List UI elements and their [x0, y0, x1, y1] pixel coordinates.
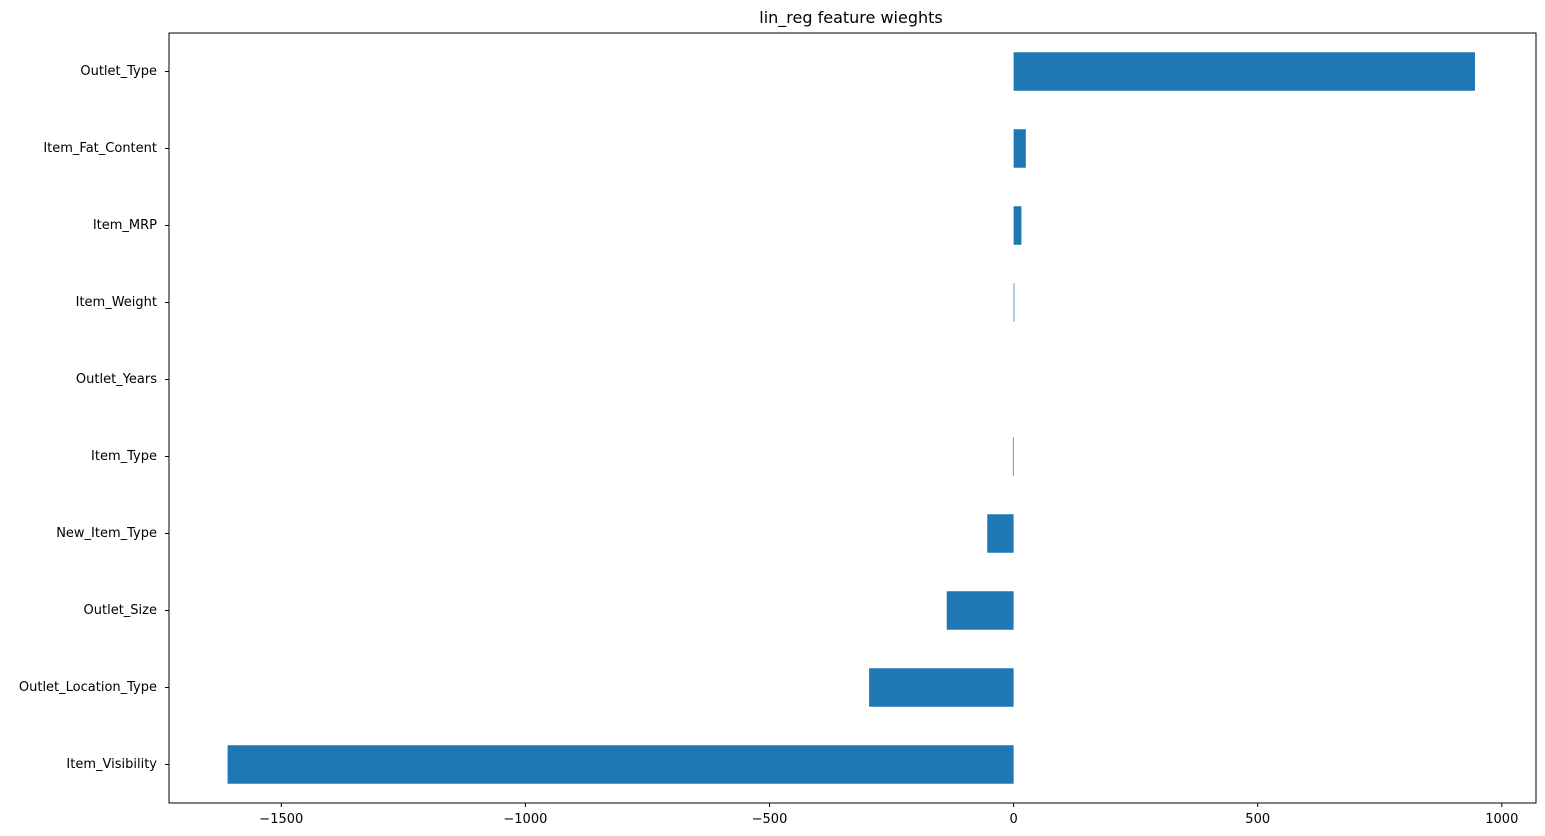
y-tick-label: Outlet_Type [80, 64, 157, 79]
x-tick-label: 500 [1245, 812, 1270, 827]
y-tick-label: Outlet_Location_Type [19, 680, 157, 695]
x-tick-label: −500 [752, 812, 788, 827]
bars-group [227, 52, 1475, 784]
bar-item-mrp [1013, 206, 1022, 245]
y-axis: Outlet_Type Item_Fat_Content Item_MRP Item_… [19, 64, 169, 772]
y-tick-label: Item_Fat_Content [43, 141, 157, 156]
y-tick-label: New_Item_Type [56, 526, 157, 541]
bar-item-visibility [227, 745, 1014, 784]
bar-item-fat-content [1013, 129, 1026, 168]
x-axis: −1500 −1000 −500 0 500 1000 [259, 803, 1518, 827]
bar-item-type [1012, 437, 1014, 476]
x-tick-label: −1000 [503, 812, 547, 827]
bar-outlet-location-type [869, 668, 1014, 707]
bar-outlet-size [946, 591, 1014, 630]
y-tick-label: Item_Visibility [66, 757, 157, 772]
plot-frame [168, 32, 1537, 804]
x-tick-label: −1500 [259, 812, 303, 827]
y-tick-label: Item_Weight [76, 295, 157, 310]
y-tick-label: Item_MRP [93, 218, 157, 233]
bar-new-item-type [987, 514, 1014, 553]
x-tick-label: 0 [1009, 812, 1017, 827]
bar-outlet-type [1013, 52, 1475, 91]
y-tick-label: Outlet_Size [84, 603, 157, 618]
chart-title: lin_reg feature wieghts [759, 8, 942, 28]
y-tick-label: Item_Type [91, 449, 157, 464]
bar-item-weight [1013, 283, 1015, 322]
x-tick-label: 1000 [1485, 812, 1518, 827]
y-tick-label: Outlet_Years [76, 372, 157, 387]
